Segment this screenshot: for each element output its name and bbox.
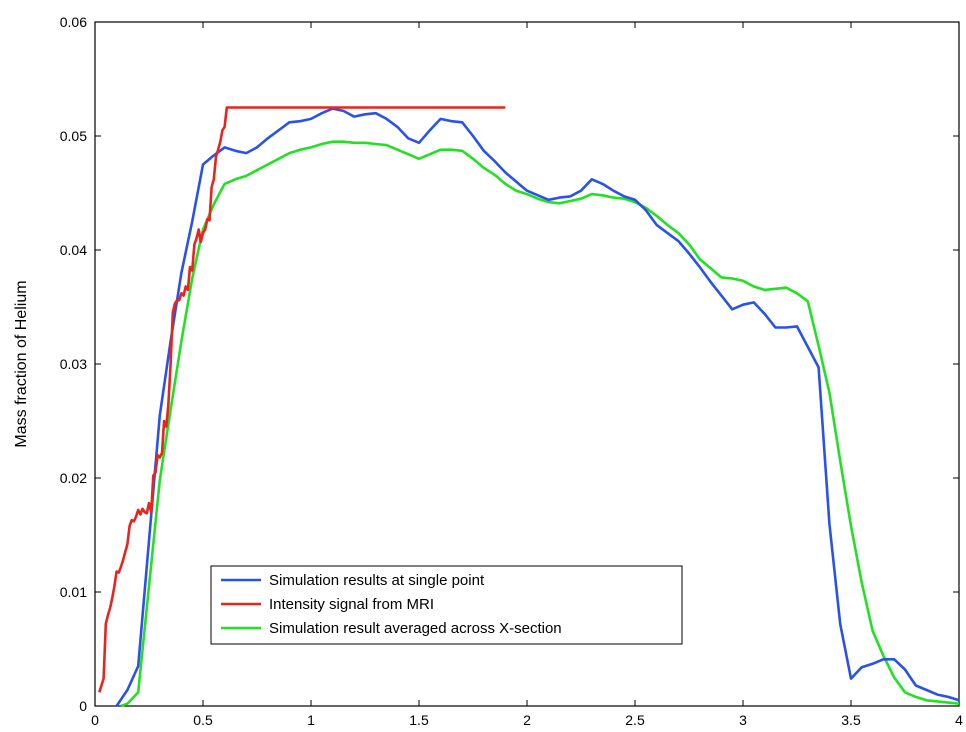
series-layer — [98, 106, 960, 708]
x-tick-label: 0 — [91, 712, 99, 728]
y-axis-label: Mass fraction of Helium — [13, 280, 30, 447]
legend: Simulation results at single point Intens… — [210, 565, 683, 645]
series-line-0 — [115, 107, 960, 707]
y-tick-label: 0.06 — [60, 14, 87, 30]
legend-label-1: Intensity signal from MRI — [269, 596, 434, 613]
series-line-2 — [120, 140, 960, 708]
y-tick-label: 0.05 — [60, 128, 87, 144]
y-tick-label: 0.02 — [60, 470, 87, 486]
x-tick-label: 4 — [955, 712, 963, 728]
x-tick-label: 2.5 — [625, 712, 645, 728]
legend-label-2: Simulation result averaged across X-sect… — [269, 620, 562, 637]
y-tick-label: 0 — [79, 698, 87, 714]
y-tick-label: 0.04 — [60, 242, 87, 258]
x-tick-label: 2 — [523, 712, 531, 728]
x-tick-label: 1.5 — [409, 712, 429, 728]
x-tick-label: 0.5 — [193, 712, 213, 728]
legend-box — [210, 565, 683, 645]
axis-ticks: 0 0.5 1 1.5 2 2.5 3 3.5 4 0 0.01 0.02 0.03 0.04 0.05 0.… — [60, 14, 963, 728]
x-tick-label: 3 — [739, 712, 747, 728]
y-tick-label: 0.03 — [60, 356, 87, 372]
series-line-1 — [98, 106, 506, 693]
legend-label-0: Simulation results at single point — [269, 572, 485, 589]
y-tick-label: 0.01 — [60, 584, 87, 600]
x-tick-label: 3.5 — [841, 712, 861, 728]
x-tick-label: 1 — [307, 712, 315, 728]
